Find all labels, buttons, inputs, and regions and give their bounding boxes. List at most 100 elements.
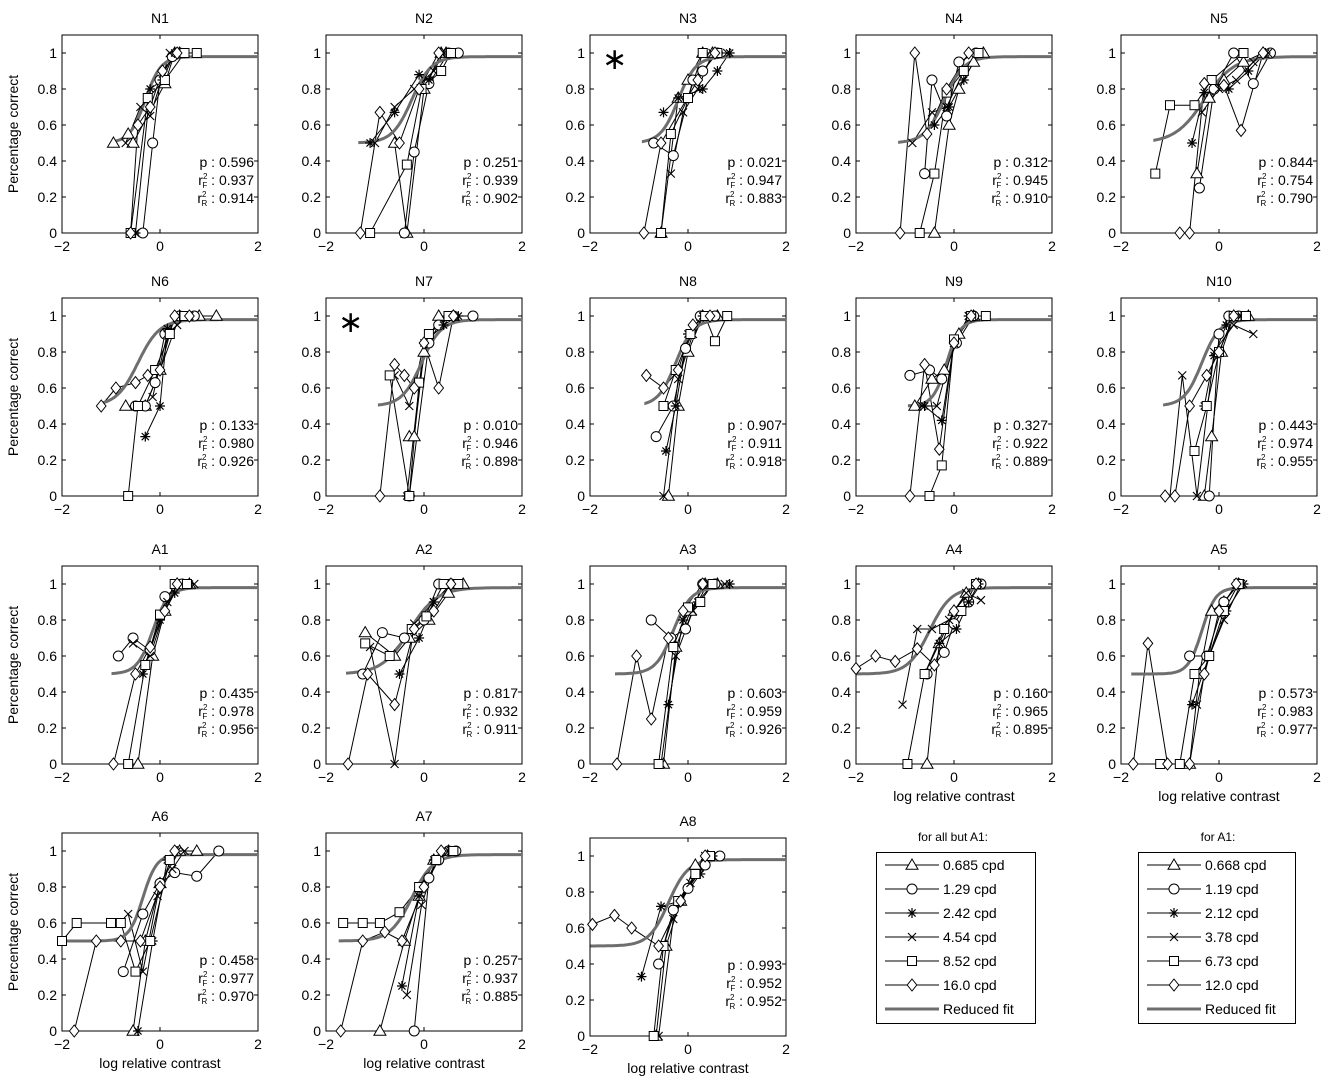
x-tick-label: −2 (582, 769, 598, 785)
data-point-square (123, 759, 134, 769)
data-point-x (961, 588, 971, 598)
x-axis-label: log relative contrast (893, 788, 1015, 804)
legend-entry: 2.12 cpd (1139, 901, 1299, 924)
rR-value: 0.977 (1278, 721, 1313, 737)
data-point-diamond (609, 908, 620, 923)
data-point-x (370, 138, 380, 148)
y-tick-label: 0.4 (832, 416, 852, 432)
legend-entry: 4.54 cpd (877, 925, 1037, 948)
x-tick-label: 2 (254, 769, 262, 785)
x-tick-label: −2 (54, 1036, 70, 1052)
rR-squared: r2 R : 0.970 (197, 988, 254, 1006)
x-tick-label: 0 (1215, 769, 1223, 785)
legend-symbol-circle (885, 883, 939, 895)
data-point-x (976, 595, 986, 605)
data-point-diamond (1213, 345, 1225, 359)
y-tick-label: 0.4 (302, 416, 322, 432)
legend-label: 4.54 cpd (943, 929, 997, 945)
rF-value: 0.937 (483, 970, 518, 986)
data-point-diamond (587, 917, 598, 932)
data-point-square (656, 228, 667, 238)
data-point-diamond (692, 73, 704, 87)
data-point-diamond (374, 105, 386, 120)
rR-value: 0.918 (747, 453, 782, 469)
data-point-diamond (389, 697, 401, 712)
y-tick-label: 0.6 (566, 380, 586, 396)
data-point-diamond (970, 577, 982, 591)
x-tick-label: −2 (318, 769, 334, 785)
data-point-circle (112, 650, 124, 662)
rR-squared: r2 R : 0.895 (991, 721, 1048, 739)
data-point-diamond (171, 577, 183, 591)
panel-title: N9 (945, 273, 963, 289)
data-point-diamond (144, 100, 156, 114)
data-point-diamond (675, 894, 687, 908)
x-tick-label: 0 (684, 238, 692, 254)
legend-entry: 1.19 cpd (1139, 877, 1299, 900)
y-tick-label: 0.8 (302, 344, 322, 360)
y-tick-label: 0.4 (38, 951, 58, 967)
y-tick-label: 0.8 (1097, 612, 1117, 628)
data-point-diamond (418, 880, 430, 894)
x-tick-label: 0 (420, 501, 428, 517)
data-point-star (660, 446, 671, 456)
rR-value: 0.889 (1013, 453, 1048, 469)
p-value: p : 0.844 (1259, 154, 1314, 170)
rF-value: 0.946 (483, 435, 518, 451)
rR-squared: r2 R : 0.918 (725, 453, 782, 471)
data-point-diamond (335, 1024, 347, 1038)
legend-entry: Reduced fit (877, 997, 1037, 1020)
rF-squared: r2 F : 0.965 (992, 703, 1048, 721)
data-point-diamond (108, 757, 119, 771)
data-point-diamond (662, 631, 674, 645)
data-point-diamond (396, 934, 408, 948)
legend-entry: 0.668 cpd (1139, 853, 1299, 876)
data-point-star (929, 120, 940, 130)
y-tick-label: 0.6 (566, 648, 586, 664)
data-point-triangle (131, 757, 145, 769)
data-point-square (374, 918, 385, 928)
data-point-triangle (907, 399, 922, 411)
p-value: p : 0.133 (200, 417, 255, 433)
data-point-diamond (342, 757, 354, 771)
data-point-star (162, 323, 173, 334)
x-tick-label: −2 (318, 238, 334, 254)
y-tick-label: 0 (577, 756, 585, 772)
x-tick-label: 2 (1313, 238, 1321, 254)
rF-value: 0.980 (219, 435, 254, 451)
data-point-square (436, 66, 447, 76)
data-point-star (140, 431, 151, 442)
x-tick-label: 0 (420, 769, 428, 785)
y-tick-label: 1 (1108, 45, 1116, 61)
panel-title: N2 (415, 10, 433, 26)
data-point-square (929, 168, 940, 179)
data-point-diamond (154, 363, 166, 377)
fit-group (1153, 55, 1317, 142)
x-tick-label: 2 (518, 238, 526, 254)
legend-entry: 2.42 cpd (877, 901, 1037, 924)
data-point-circle (938, 646, 950, 658)
y-tick-label: 0.4 (1097, 684, 1117, 700)
data-point-triangle (942, 118, 956, 130)
legend-marker-x (907, 932, 917, 942)
data-point-diamond (115, 934, 127, 948)
data-point-square (958, 66, 969, 76)
legend-entry: Reduced fit (1139, 997, 1299, 1020)
legend-entry: 8.52 cpd (877, 949, 1037, 972)
data-point-diamond (626, 921, 638, 935)
rR-value: 0.914 (219, 190, 254, 206)
rR-value: 0.970 (219, 988, 254, 1004)
y-tick-label: 0.4 (832, 684, 852, 700)
data-point-triangle (373, 1024, 387, 1036)
data-point-diamond (850, 661, 862, 676)
data-point-diamond (169, 309, 181, 323)
x-tick-label: 0 (156, 501, 164, 517)
y-tick-label: 0.2 (302, 189, 322, 205)
data-point-x (390, 102, 399, 112)
data-point-diamond (948, 604, 960, 618)
y-tick-label: 0.8 (832, 344, 852, 360)
